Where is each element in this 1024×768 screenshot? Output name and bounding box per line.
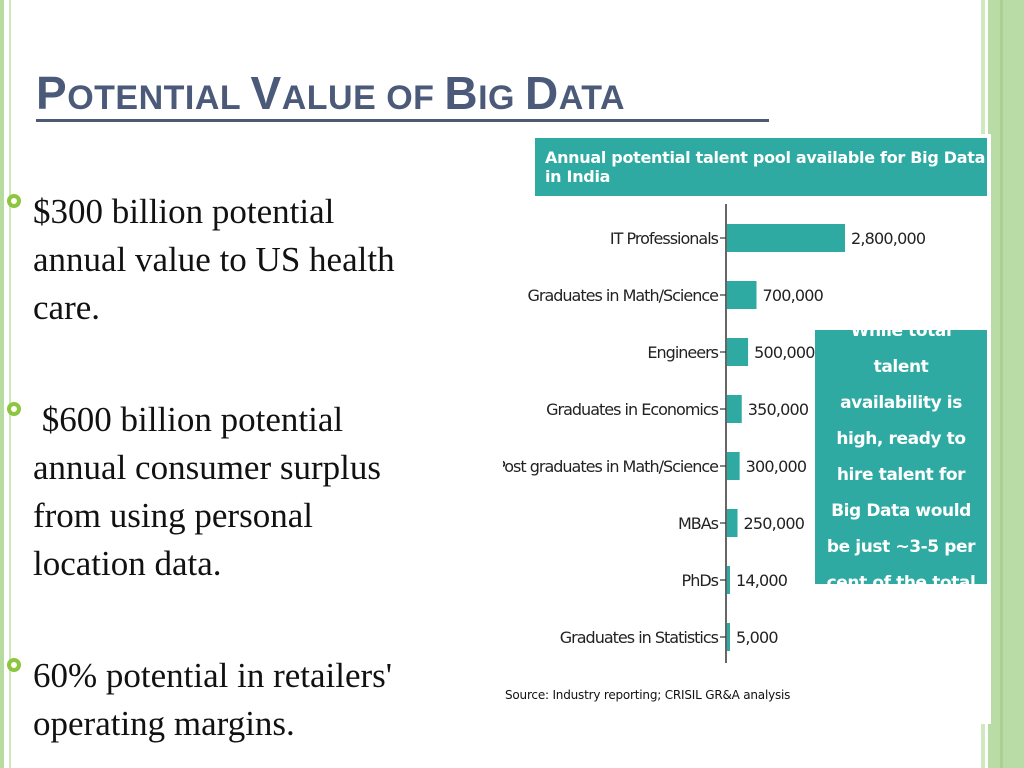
bar-chart-svg: IT Professionals 2,800,000 Graduates in Ma…: [503, 204, 927, 663]
bullet-line: annual value to US health: [33, 240, 395, 279]
category-label: Post graduates in Math/Science: [503, 457, 718, 476]
value-label: 300,000: [746, 457, 807, 476]
title-underline: [36, 119, 769, 122]
value-label: 2,800,000: [851, 229, 926, 248]
title-part: ATA: [558, 79, 626, 117]
bullet-line: $600 billion potential: [33, 400, 344, 439]
bar: [727, 338, 749, 366]
bullet-line: operating margins.: [33, 704, 295, 743]
category-label: MBAs: [678, 514, 719, 533]
right-border-band: [988, 0, 1024, 768]
left-border-stripe: [0, 0, 4, 768]
bar: [727, 281, 757, 309]
value-label: 500,000: [754, 343, 815, 362]
bullet-text-area: $300 billion potential annual value to US…: [0, 140, 503, 768]
bullet-line: from using personal: [33, 496, 313, 535]
category-label: Graduates in Economics: [546, 400, 719, 419]
chart-annotation: While total talent availability is high,…: [815, 321, 987, 593]
talent-pool-chart: Annual potential talent pool available f…: [503, 134, 991, 724]
value-label: 700,000: [763, 286, 824, 305]
bar: [727, 224, 845, 252]
title-part: ALUE OF: [281, 79, 445, 117]
category-label: IT Professionals: [610, 229, 719, 248]
bar: [727, 623, 730, 651]
bar: [727, 395, 742, 423]
bullet-line: location data.: [33, 544, 222, 583]
left-border-stripe-inner: [9, 0, 11, 768]
bullet-line: care.: [33, 288, 101, 327]
category-label: Graduates in Statistics: [560, 628, 719, 647]
bullet-3: 60% potential in retailers' operating mar…: [33, 652, 392, 748]
bar: [727, 509, 738, 537]
bar: [727, 452, 740, 480]
right-border-stripe: [1000, 0, 1003, 768]
value-label: 250,000: [744, 514, 805, 533]
category-label: Graduates in Math/Science: [527, 286, 718, 305]
chart-source: Source: Industry reporting; CRISIL GR&A …: [505, 688, 791, 702]
bullet-1: $300 billion potential annual value to US…: [33, 188, 395, 332]
value-label: 350,000: [748, 400, 809, 419]
bar: [727, 566, 730, 594]
bullet-2: $600 billion potential annual consumer su…: [33, 396, 381, 588]
title-part: P: [36, 67, 68, 119]
bullet-line: annual consumer surplus: [33, 448, 381, 487]
chart-title: Annual potential talent pool available f…: [535, 138, 987, 196]
value-label: 14,000: [736, 571, 788, 590]
category-label: PhDs: [682, 571, 719, 590]
title-part: B: [444, 67, 479, 119]
bullet-circle-icon: [7, 194, 21, 208]
category-label: Engineers: [647, 343, 718, 362]
title-part: D: [524, 67, 559, 119]
bullet-circle-icon: [7, 402, 21, 416]
title-part: OTENTIAL: [67, 79, 251, 117]
bullet-circle-icon: [7, 658, 21, 672]
bullet-line: 60% potential in retailers': [33, 656, 393, 695]
value-label: 5,000: [736, 628, 778, 647]
bullet-line: $300 billion potential: [33, 192, 335, 231]
title-part: V: [250, 67, 282, 119]
title-part: IG: [478, 79, 525, 117]
slide-title: POTENTIAL VALUE OF BIG DATA: [36, 66, 625, 120]
